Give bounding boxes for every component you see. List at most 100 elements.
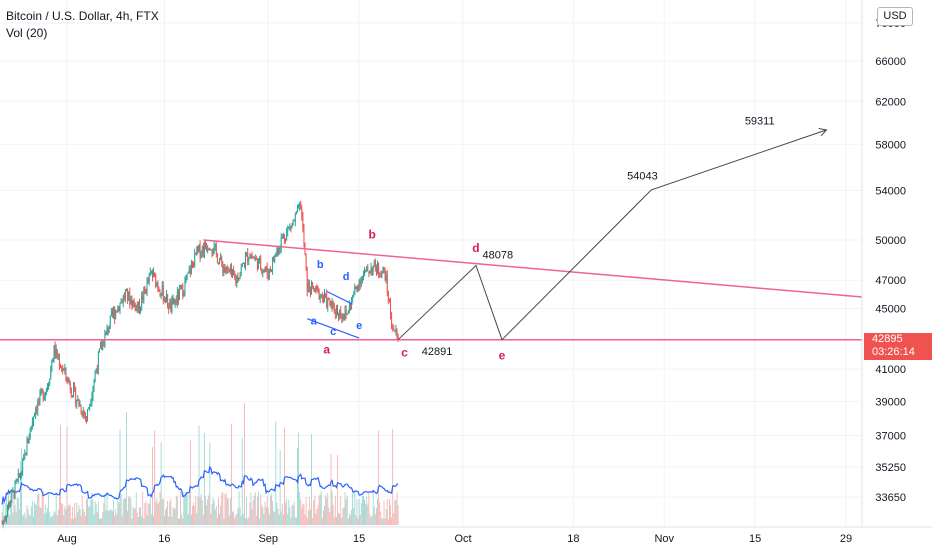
volume-bar bbox=[39, 506, 41, 525]
volume-bar bbox=[274, 511, 276, 525]
candle-body bbox=[317, 288, 319, 290]
volume-bar bbox=[326, 498, 328, 525]
wave-label-a: a bbox=[323, 342, 330, 356]
volume-bar bbox=[325, 495, 327, 525]
volume-bar bbox=[339, 513, 341, 525]
volume-bar bbox=[158, 501, 160, 525]
volume-bar bbox=[350, 515, 351, 525]
candle-body bbox=[66, 376, 68, 383]
candle-body bbox=[245, 256, 246, 267]
candle-body bbox=[67, 379, 69, 383]
candle-body bbox=[214, 245, 216, 247]
volume-legend[interactable]: Vol (20) bbox=[6, 26, 48, 40]
candle-body bbox=[143, 287, 145, 300]
volume-bar bbox=[205, 495, 206, 525]
inner-triangle-top[interactable] bbox=[326, 290, 353, 305]
volume-bar bbox=[184, 495, 186, 525]
candle-body bbox=[188, 269, 190, 272]
candle-body bbox=[258, 258, 259, 270]
volume-bar bbox=[285, 502, 286, 525]
x-tick-label: 15 bbox=[749, 533, 761, 545]
volume-bar bbox=[396, 492, 398, 525]
volume-bar bbox=[110, 509, 112, 525]
x-tick-label: Oct bbox=[454, 533, 471, 545]
candle-body bbox=[36, 409, 38, 412]
candle-body bbox=[370, 267, 372, 273]
candle-body bbox=[93, 380, 95, 388]
volume-bar bbox=[102, 511, 104, 525]
volume-bar bbox=[319, 494, 321, 525]
candle-body bbox=[249, 257, 251, 259]
volume-bar bbox=[219, 513, 220, 525]
volume-bar bbox=[55, 492, 57, 525]
volume-bar bbox=[263, 513, 265, 525]
candle-body bbox=[273, 258, 275, 262]
candle-body bbox=[38, 400, 40, 402]
volume-bar bbox=[188, 494, 190, 525]
volume-bar bbox=[223, 518, 225, 525]
volume-bar bbox=[112, 510, 113, 525]
time-axis[interactable]: Aug 16 Sep 15 Oct 18 Nov 15 29 bbox=[57, 533, 852, 545]
candle-body bbox=[259, 258, 261, 259]
volume-bar bbox=[190, 514, 192, 525]
projection-path[interactable] bbox=[397, 129, 827, 341]
candle-body bbox=[374, 261, 376, 270]
descending-trend-line[interactable] bbox=[203, 239, 863, 298]
candle-body bbox=[180, 288, 182, 289]
candle-body bbox=[35, 409, 37, 415]
volume-bar bbox=[242, 513, 244, 525]
volume-bar bbox=[133, 509, 135, 525]
volume-bar bbox=[239, 507, 241, 525]
volume-bar bbox=[394, 499, 396, 525]
volume-bar bbox=[48, 493, 50, 525]
candle-body bbox=[165, 298, 166, 303]
volume-bar bbox=[56, 515, 58, 525]
volume-bar bbox=[189, 439, 191, 525]
candle-body bbox=[18, 473, 20, 477]
volume-bar bbox=[97, 501, 99, 525]
candle-body bbox=[242, 263, 244, 265]
volume-bar bbox=[23, 514, 25, 525]
candle-body bbox=[89, 403, 91, 409]
volume-bar bbox=[127, 511, 129, 525]
volume-bar bbox=[84, 516, 86, 525]
volume-bar bbox=[352, 491, 354, 525]
candle-body bbox=[189, 269, 191, 274]
volume-bar bbox=[348, 513, 350, 525]
candle-body bbox=[97, 352, 99, 371]
volume-bar bbox=[305, 496, 307, 525]
volume-bar bbox=[18, 508, 20, 525]
volume-bar bbox=[10, 493, 12, 525]
candle-body bbox=[28, 437, 30, 444]
volume-bar bbox=[213, 500, 215, 525]
price-axis[interactable]: 7000066000620005800054000500004700045000… bbox=[875, 18, 906, 504]
volume-bar bbox=[93, 514, 95, 525]
symbol-title[interactable]: Bitcoin / U.S. Dollar, 4h, FTX bbox=[6, 9, 159, 23]
volume-bar bbox=[41, 494, 43, 525]
candle-body bbox=[285, 239, 286, 241]
candle-body bbox=[184, 281, 186, 294]
volume-bar bbox=[371, 515, 373, 525]
volume-bar bbox=[313, 500, 315, 525]
candle-body bbox=[210, 249, 212, 251]
volume-bar bbox=[392, 428, 394, 525]
volume-bar bbox=[148, 503, 150, 525]
volume-bar bbox=[268, 514, 270, 525]
inner-triangle-bottom[interactable] bbox=[306, 318, 360, 339]
candle-body bbox=[44, 391, 46, 397]
inner-wave-label-d: d bbox=[343, 271, 350, 283]
volume-bar bbox=[77, 512, 79, 525]
candle-body bbox=[13, 490, 15, 498]
candle-body bbox=[170, 301, 172, 312]
currency-button[interactable]: USD bbox=[877, 7, 913, 26]
candle-body bbox=[185, 280, 187, 282]
candle-body bbox=[343, 317, 345, 320]
candle-body bbox=[162, 285, 164, 301]
candle-body bbox=[129, 291, 131, 305]
candle-body bbox=[251, 255, 253, 258]
candle-body bbox=[82, 411, 84, 416]
volume-bar bbox=[229, 498, 231, 525]
candle-body bbox=[145, 289, 147, 293]
candle-body bbox=[293, 220, 295, 222]
